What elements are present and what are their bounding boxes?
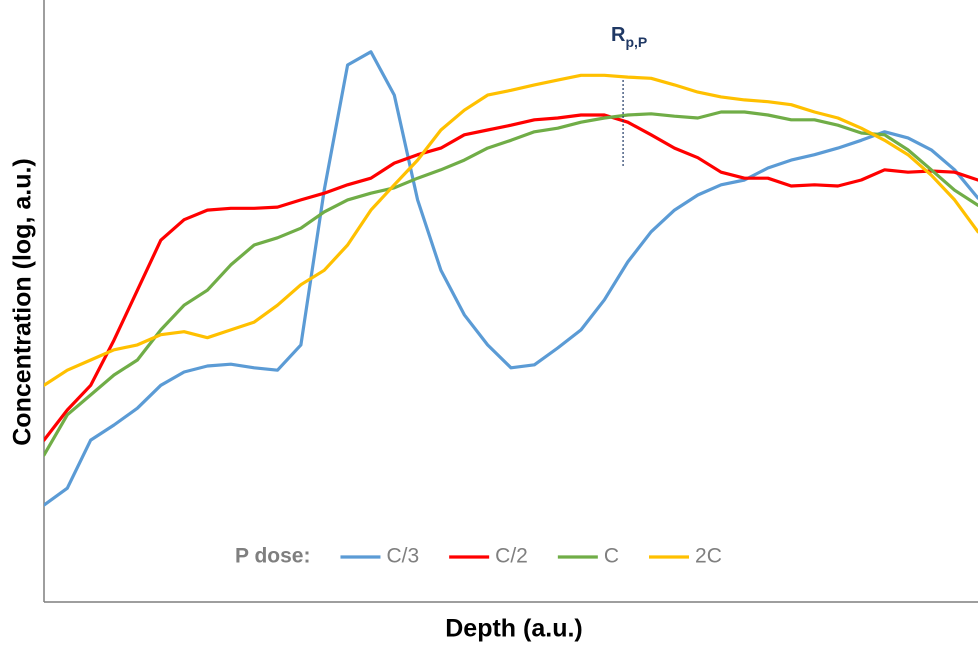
plot-area (44, 50, 978, 507)
legend-label: 2C (695, 545, 722, 568)
annotation-label: Rp,P (611, 24, 647, 49)
x-axis-label: Depth (a.u.) (445, 615, 583, 643)
legend: P dose: C/3 C/2 C 2C (235, 545, 722, 568)
series-line (44, 50, 978, 507)
annotation-text: R (611, 24, 626, 46)
legend-label: C (604, 545, 619, 568)
legend-label: C/2 (495, 545, 528, 568)
series-line (44, 73, 978, 387)
series-line (44, 113, 978, 442)
y-axis-label: Concentration (log, a.u.) (9, 158, 37, 446)
legend-label: C/3 (386, 545, 419, 568)
series-line (44, 110, 978, 457)
legend-title: P dose: (235, 545, 310, 568)
annotation-subscript: p,P (625, 34, 647, 50)
